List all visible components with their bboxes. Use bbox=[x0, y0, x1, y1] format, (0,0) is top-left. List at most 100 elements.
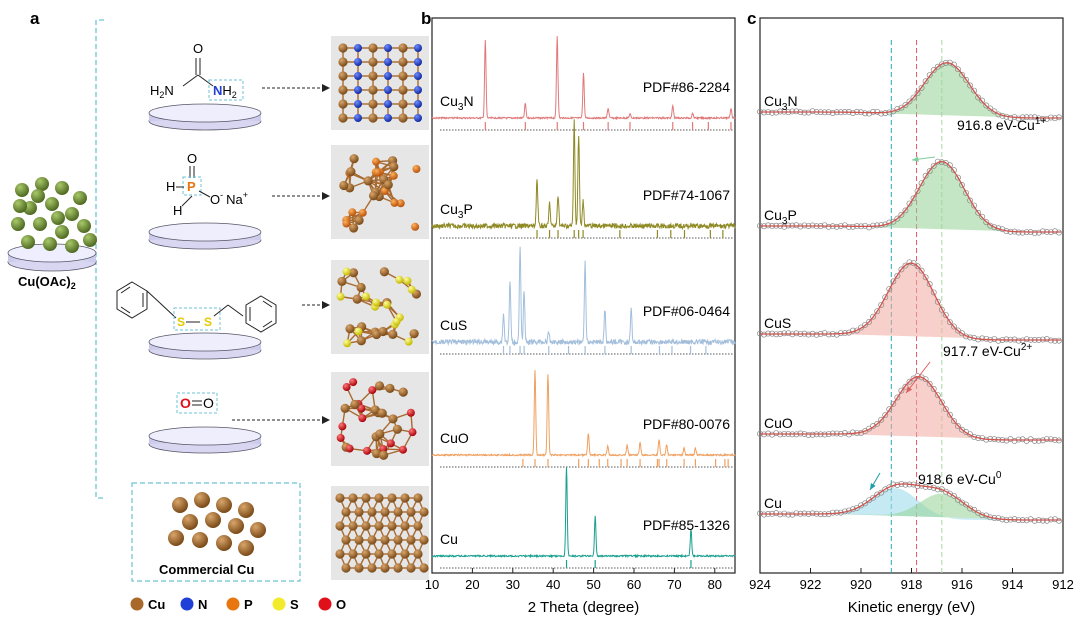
grouping-bracket bbox=[95, 19, 104, 499]
xps-data-point bbox=[793, 108, 800, 115]
xps-data-point bbox=[926, 72, 933, 79]
xps-data-point bbox=[918, 374, 925, 381]
xps-annotation-3: 918.6 eV-Cu0 bbox=[918, 470, 1002, 487]
panel-label-a: a bbox=[30, 9, 40, 28]
xps-data-point bbox=[930, 162, 937, 169]
xps-x-tick-label: 912 bbox=[1052, 577, 1074, 592]
xps-data-point bbox=[967, 505, 974, 512]
xps-data-point bbox=[878, 301, 885, 308]
xrd-sample-label-cu3n: Cu3N bbox=[440, 93, 474, 113]
xps-data-point bbox=[983, 335, 990, 342]
xrd-chart: Cu3N PDF#86-2284 Cu3P PDF#74-1067 CuS PDF#06-… bbox=[425, 17, 736, 616]
xps-data-point bbox=[809, 108, 816, 115]
xps-data-point bbox=[926, 380, 933, 387]
xps-data-point bbox=[1031, 437, 1038, 444]
commercial-cu-particles bbox=[168, 492, 266, 556]
legend-label-p: P bbox=[244, 597, 253, 612]
legend-swatch-n bbox=[180, 597, 194, 611]
xps-data-point bbox=[882, 294, 889, 301]
xps-data-point bbox=[971, 202, 978, 209]
xps-data-point bbox=[878, 110, 885, 117]
xps-data-point bbox=[1019, 229, 1026, 236]
xps-data-point bbox=[862, 500, 868, 507]
xps-data-point bbox=[967, 82, 974, 89]
xrd-pattern-cu3n bbox=[431, 36, 736, 121]
xps-data-point bbox=[971, 87, 978, 94]
xps-data-point bbox=[955, 66, 961, 73]
xps-data-point bbox=[858, 324, 864, 331]
xrd-pdf-card-cu3p: PDF#74-1067 bbox=[643, 187, 730, 203]
xrd-x-tick-label: 80 bbox=[708, 577, 722, 592]
xps-data-point bbox=[963, 189, 969, 196]
legend-label-s: S bbox=[290, 597, 299, 612]
xps-data-point bbox=[950, 418, 957, 425]
xps-data-point bbox=[898, 387, 905, 394]
xps-data-point bbox=[979, 213, 986, 220]
xps-data-point bbox=[950, 323, 957, 330]
xps-data-point bbox=[950, 167, 957, 174]
xps-data-point bbox=[769, 109, 776, 116]
xps-data-point bbox=[914, 90, 921, 97]
svg-text:O: O bbox=[180, 395, 191, 411]
xps-data-point bbox=[975, 94, 982, 101]
xrd-sample-label-cus: CuS bbox=[440, 317, 467, 333]
svg-text:H: H bbox=[166, 179, 175, 194]
legend-item-n: N bbox=[180, 597, 207, 612]
legend-swatch-s bbox=[272, 597, 286, 611]
sulfur-1: S bbox=[177, 315, 185, 329]
xps-data-point bbox=[809, 510, 816, 517]
xps-data-point bbox=[942, 312, 949, 319]
xps-data-point bbox=[870, 108, 877, 115]
xps-data-point bbox=[886, 484, 893, 491]
svg-text:O: O bbox=[193, 41, 203, 56]
xrd-pattern-cuo bbox=[431, 370, 736, 458]
crystal-structure-5 bbox=[331, 486, 429, 580]
xps-data-point bbox=[926, 281, 933, 288]
xrd-x-tick-label: 10 bbox=[425, 577, 439, 592]
xps-data-point bbox=[1015, 229, 1022, 236]
xrd-pdf-card-cu: PDF#85-1326 bbox=[643, 517, 730, 533]
xrd-pattern-cu bbox=[431, 466, 736, 559]
xps-fit-component bbox=[835, 161, 1038, 232]
xps-data-point bbox=[938, 61, 945, 68]
xps-data-point bbox=[874, 308, 881, 315]
xps-data-point bbox=[769, 431, 776, 438]
xps-data-point bbox=[906, 98, 913, 105]
xps-data-point bbox=[938, 306, 945, 313]
xps-data-point bbox=[1027, 436, 1034, 443]
xps-fit-component bbox=[835, 488, 1038, 520]
xps-data-point bbox=[910, 195, 917, 202]
legend-item-s: S bbox=[272, 597, 299, 612]
xps-fit-component bbox=[835, 493, 1038, 520]
xps-data-point bbox=[898, 211, 905, 218]
xps-fit-component bbox=[835, 263, 1038, 340]
xps-data-point bbox=[805, 431, 812, 438]
xps-data-point bbox=[785, 330, 792, 337]
xps-data-point bbox=[987, 105, 994, 112]
svg-text:O: O bbox=[187, 151, 197, 166]
xps-data-point bbox=[1027, 516, 1034, 523]
svg-text:O: O bbox=[203, 395, 214, 411]
xps-data-point bbox=[902, 102, 909, 109]
xps-data-point bbox=[922, 172, 929, 179]
xps-data-point bbox=[833, 331, 840, 338]
crystal-structure-3 bbox=[331, 260, 429, 354]
xps-fit-component bbox=[835, 62, 1038, 118]
xps-data-point bbox=[991, 336, 998, 342]
xps-data-point bbox=[1031, 517, 1038, 524]
precursor-particles bbox=[11, 177, 97, 253]
xps-data-point bbox=[946, 411, 953, 418]
xps-data-point bbox=[862, 321, 868, 328]
xps-data-point bbox=[1039, 228, 1046, 235]
legend-item-p: P bbox=[226, 597, 253, 612]
xps-data-point bbox=[1051, 228, 1058, 235]
xps-data-point bbox=[1023, 336, 1030, 343]
xps-fit-envelope-cu bbox=[760, 483, 1061, 521]
xps-data-point bbox=[902, 207, 909, 214]
xps-data-point bbox=[995, 337, 1002, 344]
xps-data-point bbox=[878, 416, 885, 423]
xps-data-point bbox=[1007, 114, 1014, 121]
xps-data-point bbox=[906, 378, 913, 385]
xps-sample-label-cu: Cu bbox=[764, 495, 782, 511]
